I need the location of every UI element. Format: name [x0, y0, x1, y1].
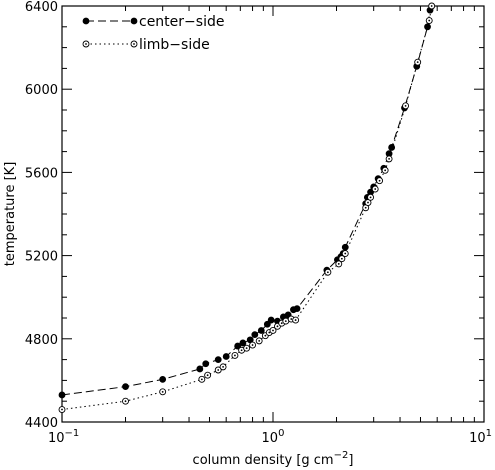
y-tick-label: 6000: [25, 83, 58, 98]
data-point: [231, 351, 239, 359]
data-point: [364, 199, 372, 207]
y-tick-label: 4400: [25, 416, 58, 431]
x-tick-label: 100: [262, 428, 285, 446]
data-point: [424, 23, 431, 31]
x-axis-label-exponent: −2: [334, 450, 349, 461]
data-point: [219, 363, 227, 371]
data-point: [234, 342, 242, 350]
x-tick-label: 10−1: [48, 428, 79, 446]
data-point: [414, 58, 422, 66]
x-tick-label-exponent: −1: [65, 428, 80, 439]
data-point: [222, 353, 230, 360]
legend-marker-start: [82, 40, 90, 48]
data-point: [388, 144, 396, 151]
data-point: [249, 341, 257, 349]
series-layer: [58, 2, 436, 413]
data-point: [338, 255, 346, 263]
data-point: [159, 388, 167, 396]
data-point: [381, 166, 389, 174]
x-tick-label-exponent: 0: [278, 428, 284, 439]
data-point: [251, 331, 259, 339]
data-point: [341, 250, 349, 257]
x-axis-label-main: column density [g cm: [193, 453, 334, 468]
data-point: [204, 371, 212, 379]
data-point: [292, 316, 300, 324]
data-point: [58, 406, 66, 413]
x-tick-label-exponent: 1: [486, 428, 492, 439]
data-point: [367, 193, 375, 201]
data-point: [324, 268, 332, 276]
data-point: [267, 316, 275, 324]
data-point: [214, 356, 222, 364]
y-axis-label: temperature [K]: [3, 162, 18, 267]
x-axis-label-end: ]: [348, 453, 353, 468]
data-point: [335, 260, 343, 268]
series-line: [61, 10, 431, 396]
data-point: [122, 383, 129, 391]
legend-label: limb−side: [139, 37, 210, 53]
data-point: [341, 243, 349, 251]
x-axis-label: column density [g cm−2]: [193, 450, 354, 468]
data-point: [428, 2, 436, 10]
data-point: [402, 102, 410, 110]
y-tick-label: 6400: [25, 0, 58, 15]
legend-marker-end: [130, 17, 138, 25]
data-point: [293, 305, 301, 313]
legend-entry: center−side: [82, 14, 224, 30]
axis-ticks: [61, 5, 485, 423]
data-point: [122, 397, 129, 405]
y-tick-label: 5200: [25, 250, 58, 265]
data-point: [263, 320, 271, 328]
data-point: [371, 185, 379, 193]
data-point: [198, 375, 206, 383]
x-tick-label: 101: [469, 428, 492, 446]
y-tick-label: 5600: [25, 166, 58, 181]
data-point: [255, 337, 263, 345]
x-tick-label-base: 10: [48, 431, 65, 446]
x-tick-label-base: 10: [469, 431, 486, 446]
data-point: [196, 365, 204, 373]
data-point: [58, 391, 66, 399]
data-point: [425, 17, 433, 25]
data-point: [202, 360, 210, 368]
x-tick-label-base: 10: [262, 431, 279, 446]
data-point: [257, 327, 265, 334]
series-limb-side: [58, 2, 436, 413]
legend-marker-end: [130, 40, 138, 48]
data-point: [269, 327, 277, 334]
y-tick-label: 4800: [25, 333, 58, 348]
plot-frame: [61, 5, 485, 423]
data-point: [214, 366, 222, 374]
data-point: [238, 346, 246, 354]
data-point: [385, 155, 393, 163]
data-point: [376, 177, 384, 185]
legend-marker-start: [82, 17, 90, 25]
legend: center−side limb−side: [82, 14, 224, 53]
legend-label: center−side: [139, 14, 224, 30]
series-center-side: [58, 6, 434, 399]
data-point: [239, 339, 247, 347]
data-point: [159, 375, 167, 383]
data-point: [243, 344, 251, 352]
legend-entry: limb−side: [82, 37, 210, 53]
